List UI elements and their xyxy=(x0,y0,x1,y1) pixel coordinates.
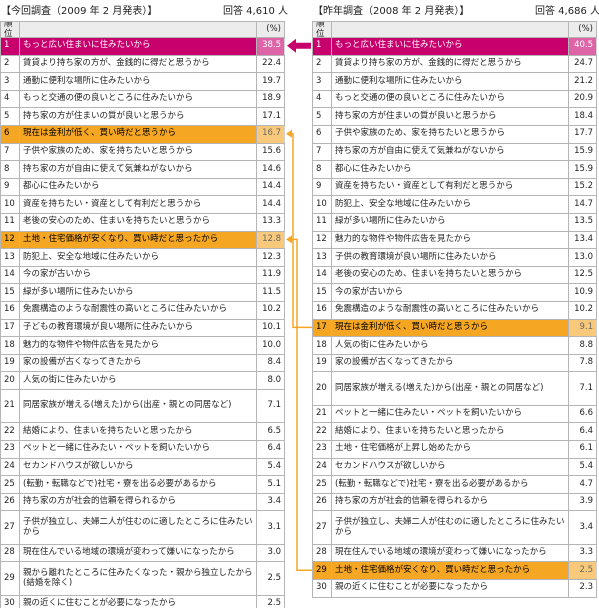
pct-cell: 13.0 xyxy=(568,248,597,267)
table-title: 【今回調査（2009 年 2 月発表）】 xyxy=(1,6,158,17)
pct-cell: 3.1 xyxy=(256,510,285,545)
pct-cell: 5.4 xyxy=(256,457,285,477)
pct-cell: 14.4 xyxy=(256,177,285,197)
arrow-head xyxy=(286,129,292,138)
pct-cell: 2.3 xyxy=(568,579,597,598)
connector-line xyxy=(291,133,312,329)
arrow-head xyxy=(286,235,292,244)
respondents: 回答 4,686 人 xyxy=(535,6,599,17)
pct-cell: 5.4 xyxy=(568,457,597,477)
pct-cell: 10.9 xyxy=(568,283,597,302)
pct-cell: 19.7 xyxy=(256,72,285,91)
reason-cell: 親から離れたところに住みたくなった・親から独立したから(結婚を除く) xyxy=(19,561,257,596)
pct-cell: 2.5 xyxy=(568,561,597,581)
respondents: 回答 4,610 人 xyxy=(223,6,288,17)
pct-cell: 2.5 xyxy=(256,594,285,608)
column-header: 順位 xyxy=(312,21,332,38)
connector-line xyxy=(291,238,312,572)
reason-cell: 同居家族が増える(増えた)から(出産・親との同居など) xyxy=(331,371,569,406)
reason-cell: 親の近くに住むことが必要になったから xyxy=(331,579,569,598)
pct-cell: 7.1 xyxy=(256,389,285,424)
pct-cell: 6.4 xyxy=(568,422,597,442)
arrow xyxy=(287,38,311,53)
pct-cell: 7.1 xyxy=(568,371,597,406)
pct-cell: 22.4 xyxy=(256,54,285,74)
pct-cell: 6.4 xyxy=(256,440,285,459)
pct-cell: 15.9 xyxy=(568,142,597,162)
pct-cell: 2.5 xyxy=(256,561,285,596)
pct-cell: 17.7 xyxy=(568,125,597,144)
pct-cell: 14.7 xyxy=(568,195,597,214)
reason-cell: 子供が独立し、夫婦二人が住むのに適したところに住みたいから xyxy=(331,510,569,545)
table-title: 【昨年調査（2008 年 2 月発表）】 xyxy=(313,6,470,17)
pct-cell: 3.4 xyxy=(568,510,597,545)
pct-cell: 9.1 xyxy=(568,318,597,338)
pct-cell: 15.2 xyxy=(568,177,597,197)
